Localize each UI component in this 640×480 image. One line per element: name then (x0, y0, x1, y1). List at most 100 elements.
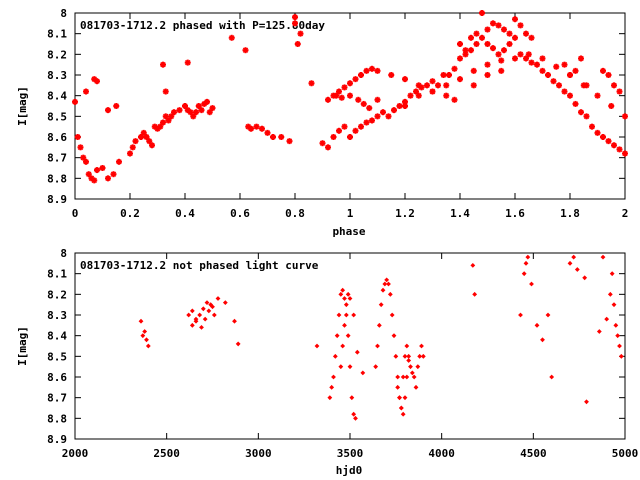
data-point (457, 76, 463, 83)
data-point (604, 316, 610, 322)
data-point (472, 291, 478, 297)
data-point (607, 291, 613, 297)
data-point (319, 140, 326, 147)
data-point (404, 343, 410, 349)
data-point (395, 374, 401, 380)
data-point (195, 103, 202, 109)
data-point (77, 144, 84, 151)
data-point (143, 134, 150, 140)
x-tick-label: 1.8 (560, 207, 580, 220)
data-point (451, 96, 458, 103)
data-point (539, 55, 546, 62)
data-point (193, 109, 199, 116)
y-tick-label: 8.7 (47, 152, 67, 165)
data-point (525, 51, 532, 58)
data-point (94, 167, 100, 174)
data-point (165, 117, 172, 124)
data-point (501, 26, 507, 33)
data-point (517, 22, 524, 29)
data-point (325, 96, 331, 103)
data-point (162, 88, 169, 95)
data-point (435, 82, 441, 89)
data-point (523, 55, 529, 62)
data-point (80, 154, 87, 161)
data-point (138, 318, 144, 324)
data-point (325, 144, 331, 151)
data-point (162, 113, 169, 120)
data-point (142, 329, 148, 334)
data-point (74, 134, 81, 140)
data-point (567, 260, 573, 266)
data-point (235, 341, 241, 347)
data-point (145, 343, 151, 349)
data-point (199, 325, 204, 330)
unphased-light-curve-panel: 8 8.1 8.2 8.3 8.4 8.5 8.6 8.7 8.8 8.9 2000 2500 300… (16, 247, 638, 477)
data-point (308, 80, 315, 87)
data-point (443, 82, 450, 89)
data-point (529, 281, 534, 287)
phased-light-curve-panel: 88.18.28.38.48.58.68.78.88.9 0 0.2 0.4 0.6 0… (16, 7, 628, 238)
data-point (327, 395, 333, 401)
data-point (594, 92, 601, 99)
data-point (347, 296, 353, 301)
data-point (116, 158, 122, 165)
data-point (360, 370, 366, 376)
data-point (400, 411, 406, 417)
data-point (429, 78, 436, 85)
data-point (184, 59, 191, 66)
x-tick-label: 1.4 (450, 207, 470, 220)
data-point (373, 364, 379, 370)
data-point (389, 312, 395, 318)
x-tick-label: 4000 (428, 447, 455, 460)
data-point (512, 16, 518, 23)
data-point (534, 61, 540, 68)
data-point (215, 296, 221, 301)
data-point (202, 316, 208, 322)
data-point (206, 308, 212, 314)
data-point (345, 291, 351, 297)
data-point (571, 254, 577, 260)
data-point (206, 109, 213, 116)
data-point (366, 105, 373, 112)
data-point (402, 353, 408, 359)
data-point (168, 113, 175, 120)
y-tick-label: 8.8 (47, 172, 67, 185)
data-point (347, 364, 353, 370)
data-point (138, 134, 144, 140)
data-point (341, 84, 348, 91)
data-point (523, 260, 529, 266)
data-point (380, 287, 386, 293)
data-point (600, 67, 606, 74)
data-point (129, 144, 136, 151)
data-point (589, 123, 595, 130)
data-point (506, 41, 513, 47)
data-point (457, 41, 463, 47)
data-point (398, 405, 404, 411)
y-tick-label: 8.1 (47, 268, 67, 281)
data-point (351, 411, 357, 417)
y-tick-label: 8.3 (47, 69, 67, 82)
data-point (495, 22, 502, 29)
data-point (561, 61, 568, 68)
x-tick-label: 2500 (153, 447, 180, 460)
data-point (378, 302, 384, 308)
data-point (354, 349, 360, 355)
y-tick-label: 8 (60, 7, 67, 20)
data-point (470, 263, 476, 268)
data-point (332, 353, 338, 359)
data-point (360, 100, 367, 107)
y-tick-label: 8.2 (47, 48, 67, 61)
data-point (278, 134, 285, 140)
data-point (330, 134, 337, 140)
y-tick-label: 8.3 (47, 309, 67, 322)
x-tick-label: 3500 (337, 447, 364, 460)
data-point (608, 103, 615, 109)
data-point (415, 364, 421, 370)
data-point (105, 175, 111, 182)
data-point (408, 364, 413, 370)
data-point (343, 312, 349, 318)
data-point (498, 57, 505, 64)
data-point (211, 312, 217, 318)
data-point (200, 306, 206, 312)
data-point (149, 142, 155, 149)
